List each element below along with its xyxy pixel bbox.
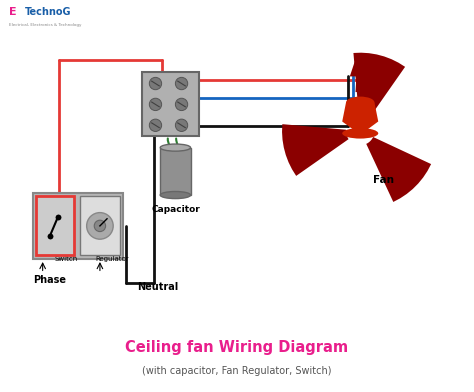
Text: Neutral: Neutral	[137, 282, 179, 292]
Circle shape	[87, 212, 113, 239]
Circle shape	[94, 220, 106, 232]
Text: E: E	[9, 7, 16, 17]
Text: Ceiling fan Wiring Diagram: Ceiling fan Wiring Diagram	[126, 339, 348, 355]
FancyBboxPatch shape	[33, 193, 123, 259]
Polygon shape	[366, 137, 431, 202]
Text: Fan: Fan	[374, 175, 394, 185]
Polygon shape	[282, 124, 348, 176]
Polygon shape	[160, 148, 191, 195]
Text: Regulator: Regulator	[95, 256, 129, 263]
Text: TechnoG: TechnoG	[25, 7, 71, 17]
FancyBboxPatch shape	[142, 72, 199, 136]
Text: Electrical, Electronics & Technology: Electrical, Electronics & Technology	[9, 23, 81, 27]
Polygon shape	[356, 76, 365, 92]
Text: (with capacitor, Fan Regulator, Switch): (with capacitor, Fan Regulator, Switch)	[142, 366, 332, 376]
Text: Switch: Switch	[55, 256, 78, 263]
Circle shape	[149, 119, 162, 131]
Ellipse shape	[342, 128, 378, 139]
Circle shape	[149, 77, 162, 90]
Text: Phase: Phase	[33, 275, 66, 285]
Circle shape	[175, 119, 188, 131]
FancyBboxPatch shape	[36, 196, 74, 255]
FancyBboxPatch shape	[80, 196, 120, 255]
Ellipse shape	[346, 96, 374, 109]
Text: Capacitor: Capacitor	[151, 205, 200, 214]
Ellipse shape	[160, 191, 191, 199]
Polygon shape	[350, 62, 371, 76]
Polygon shape	[354, 53, 405, 119]
Circle shape	[175, 77, 188, 90]
Circle shape	[175, 98, 188, 111]
Polygon shape	[342, 103, 378, 135]
Circle shape	[149, 98, 162, 111]
Ellipse shape	[160, 144, 191, 151]
